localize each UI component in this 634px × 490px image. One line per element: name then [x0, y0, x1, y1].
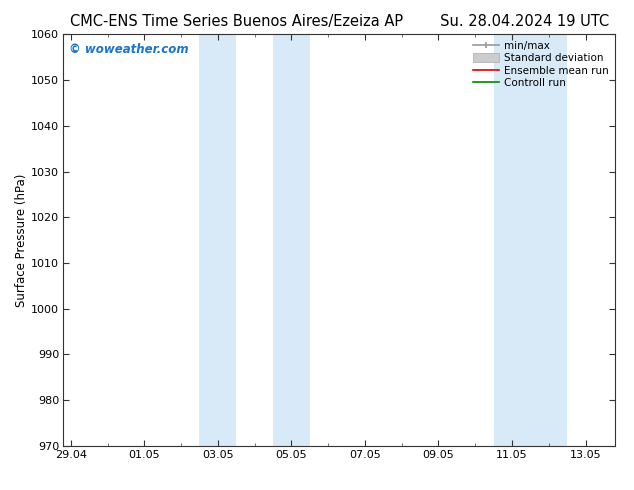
- Title: CMC-ENS Time Series Buenos Aires/Ezeiza AP        Su. 28.04.2024 19 UTC: CMC-ENS Time Series Buenos Aires/Ezeiza …: [70, 14, 609, 29]
- Text: © woweather.com: © woweather.com: [69, 43, 188, 55]
- Bar: [494, 34, 567, 446]
- Bar: [200, 34, 236, 446]
- Legend: min/max, Standard deviation, Ensemble mean run, Controll run: min/max, Standard deviation, Ensemble me…: [470, 37, 612, 92]
- Bar: [273, 34, 310, 446]
- Y-axis label: Surface Pressure (hPa): Surface Pressure (hPa): [15, 173, 29, 307]
